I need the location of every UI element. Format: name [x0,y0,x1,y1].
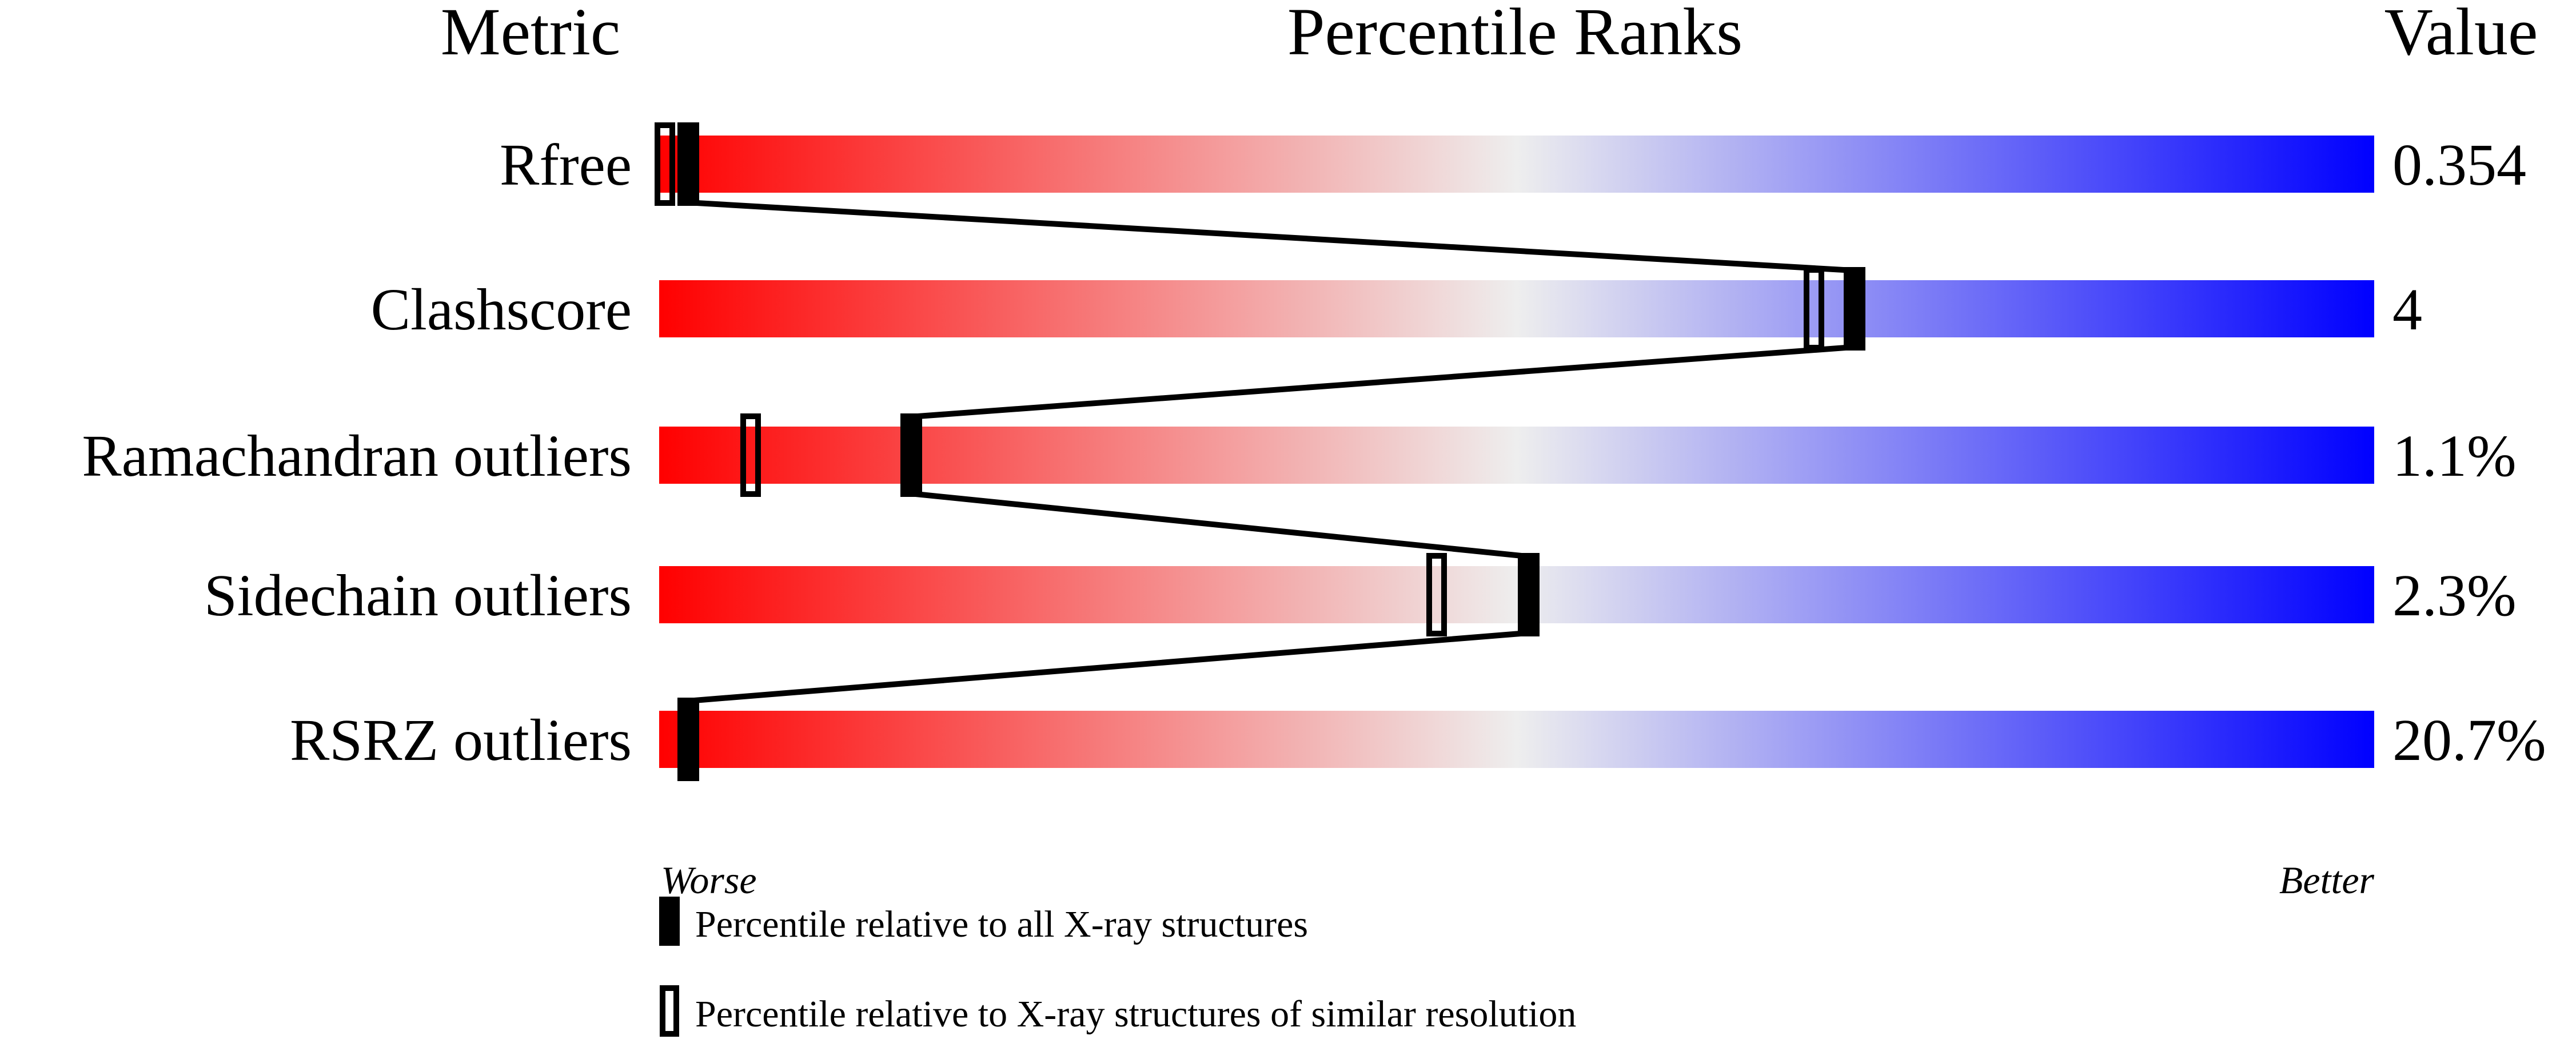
metric-value: 0.354 [2392,132,2526,198]
marker-similar-resolution [1804,267,1824,351]
metric-value: 2.3% [2392,563,2517,628]
connector-line [687,630,1528,704]
header-metric: Metric [441,0,621,69]
marker-all-structures [677,122,699,206]
percentile-bar [659,427,2374,484]
marker-all-structures [677,698,699,781]
metric-label: Sidechain outliers [204,563,632,628]
marker-similar-resolution [655,122,675,206]
metric-label: Clashscore [371,277,632,343]
header-value: Value [2384,0,2538,69]
metric-label: Rfree [500,132,632,198]
axis-left-label: Worse [661,858,757,902]
legend-open-label: Percentile relative to X-ray structures … [695,993,1576,1035]
axis-right-label: Better [2279,858,2375,902]
metric-value: 4 [2392,277,2422,343]
legend-filled-marker [659,897,680,946]
marker-similar-resolution [1426,553,1447,636]
percentile-bar [659,136,2374,193]
marker-all-structures [1844,267,1865,351]
metric-label: RSRZ outliers [290,707,632,773]
chart-title: Percentile Ranks [1287,0,1742,69]
legend: Percentile relative to all X-ray structu… [659,897,1576,1037]
percentile-bar [659,566,2374,623]
percentile-bar [659,280,2374,337]
legend-open-marker [660,985,679,1037]
connector-line [910,344,1854,420]
percentile-bar [659,711,2374,768]
connector-line [910,491,1528,559]
metric-value: 20.7% [2392,707,2546,773]
legend-filled-label: Percentile relative to all X-ray structu… [695,903,1308,945]
marker-all-structures [1518,553,1540,636]
marker-similar-resolution [740,413,761,497]
marker-all-structures [900,413,922,497]
connector-line [687,200,1854,273]
metric-label: Ramachandran outliers [82,423,632,489]
metric-value: 1.1% [2392,423,2517,489]
